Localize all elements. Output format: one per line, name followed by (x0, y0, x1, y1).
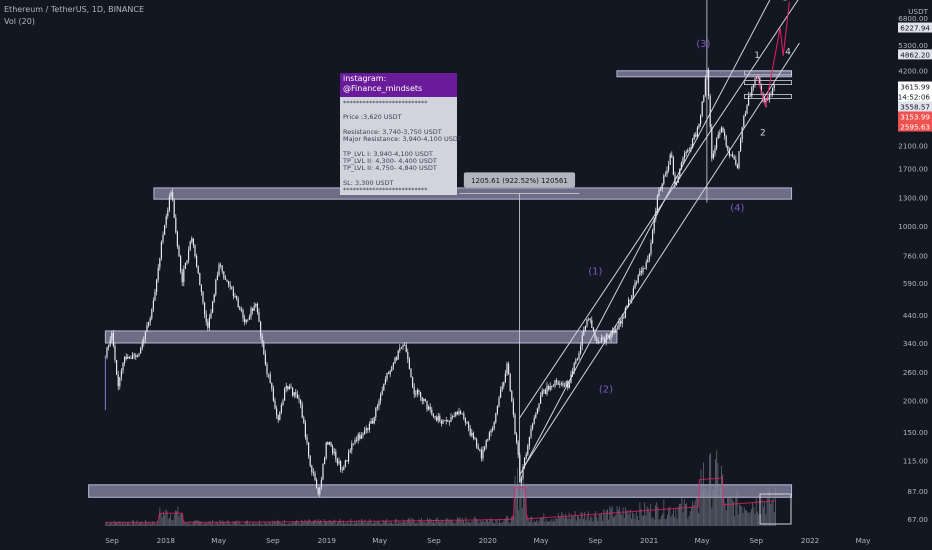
x-tick-label-2: 2018 (157, 536, 176, 545)
y-tick-label-12: 1300.00 (898, 193, 928, 202)
y-tick-label-15: 590.00 (903, 279, 929, 288)
price-tag-4: 4862.20 (900, 50, 930, 59)
wave-label-3: (3) (696, 39, 710, 50)
resistance-zone-4 (88, 484, 793, 498)
measure-label-2: 1205.61 (922.52%) 120561 (471, 177, 568, 185)
candlestick-series (104, 67, 775, 498)
resistance-zone-3 (104, 330, 618, 344)
y-tick-label-11: 1700.00 (898, 164, 928, 173)
y-tick-label-17: 340.00 (903, 339, 929, 348)
y-tick-label-6: 5300.00 (898, 41, 928, 50)
target-line-2 (743, 80, 792, 85)
note-body: ************************** Price :3,620 … (340, 97, 462, 198)
price-tag-box-8 (898, 111, 932, 122)
volume-moving-average (105, 477, 776, 523)
x-tick-label-8: 2020 (479, 536, 498, 545)
x-tick-label-3: May (211, 536, 227, 545)
wave-label-7: 3 (783, 0, 789, 3)
price-tag-box-6 (898, 91, 932, 102)
note-major-resistance: Major Resistance: 3,940-4,100 USDT (343, 135, 462, 144)
price-tag-box-5 (898, 81, 932, 92)
measure-label-box-2 (463, 172, 576, 188)
x-tick-label-1: Sep (105, 536, 119, 545)
note-stop-loss: SL: 3,300 USDT (343, 178, 394, 187)
y-tick-label-7: 4200.00 (898, 66, 928, 75)
price-tag-3: 6227.94 (900, 24, 930, 33)
note-separator-bottom: ************************** (343, 186, 428, 195)
x-tick-label-4: Sep (266, 536, 280, 545)
wave-label-8: 4 (785, 48, 791, 58)
y-tick-label-10: 2100.00 (898, 141, 928, 150)
y-tick-label-23: 67.00 (907, 515, 928, 524)
x-tick-label-15: May (856, 536, 872, 545)
y-tick-label-19: 200.00 (903, 397, 929, 406)
y-tick-label-16: 440.00 (903, 311, 929, 320)
note-header: instagram: @Finance_mindsets (340, 73, 457, 97)
price-tag-box-4 (898, 49, 932, 60)
trade-note-box[interactable]: instagram: @Finance_mindsets ***********… (340, 73, 462, 198)
y-tick-label-18: 260.00 (903, 368, 929, 377)
note-tp-level-3: TP_LVL II: 4,750- 4,840 USDT (343, 164, 437, 173)
price-tag-6: 14:52:06 (898, 93, 931, 102)
price-tag-8: 3153.99 (900, 113, 930, 122)
y-tick-label-21: 115.00 (903, 457, 929, 466)
target-line-1 (743, 70, 792, 76)
note-resistance: Resistance: 3,740-3,750 USDT (343, 127, 442, 136)
note-price: Price :3,620 USDT (343, 113, 402, 122)
y-tick-label-22: 87.00 (907, 487, 928, 496)
resistance-zone-1 (616, 70, 793, 78)
y-tick-label-13: 1000.00 (898, 222, 928, 231)
price-tag-5: 3615.99 (900, 83, 930, 92)
x-tick-label-9: May (534, 536, 550, 545)
trend-channel-line-1 (519, 0, 771, 477)
x-tick-label-5: 2019 (318, 536, 337, 545)
price-tag-box-7 (898, 101, 932, 112)
x-tick-label-14: 2022 (801, 536, 819, 545)
note-separator: ************************** (343, 99, 428, 107)
y-tick-label-5: 6800.00 (898, 14, 928, 23)
price-tag-box-3 (898, 22, 932, 33)
trend-channel-line-3 (524, 42, 800, 466)
x-tick-label-12: May (695, 536, 711, 545)
symbol-title: Ethereum / TetherUS, 1D, BINANCE (4, 5, 145, 14)
note-title-instagram: instagram: (343, 74, 387, 83)
x-tick-label-7: Sep (427, 536, 441, 545)
note-title-handle: @Finance_mindsets (343, 84, 423, 93)
price-tag-7: 3558.57 (900, 103, 930, 112)
note-tp-level-2: TP_LVL II: 4,300- 4,400 USDT (343, 157, 437, 166)
wave-label-6: 2 (760, 129, 766, 139)
x-tick-label-6: May (372, 536, 388, 545)
wave-label-2: (2) (599, 385, 613, 396)
forecast-path (756, 1, 790, 107)
x-tick-label-11: 2021 (640, 536, 658, 545)
y-tick-label-20: 150.00 (903, 428, 929, 437)
projection-box (759, 493, 792, 525)
x-tick-label-10: Sep (589, 536, 603, 545)
wave-label-5: 1 (754, 51, 760, 61)
x-tick-label-13: Sep (750, 536, 764, 545)
y-tick-label-14: 760.00 (903, 252, 929, 261)
volume-histogram (105, 450, 776, 526)
note-tp-level-1: TP_LVL I: 3,940-4,100 USDT (343, 149, 433, 158)
volume-indicator-label: Vol (20) (4, 17, 35, 26)
wave-label-4: (4) (730, 203, 744, 214)
price-tag-box-9 (898, 121, 932, 132)
y-axis-unit: USDT (908, 7, 928, 16)
trend-channel-line-2 (519, 0, 799, 419)
price-tag-9: 2595.63 (900, 123, 930, 132)
wave-label-1: (1) (588, 266, 602, 277)
